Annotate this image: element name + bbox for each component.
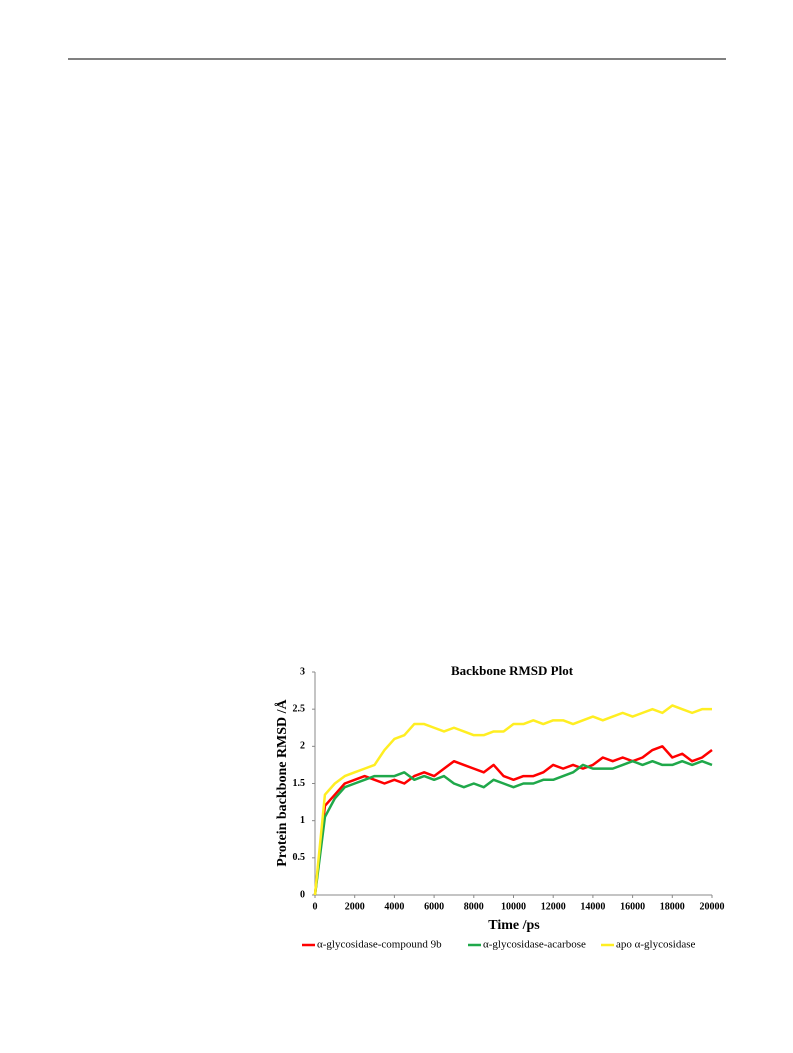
legend-label: α-glycosidase-acarbose xyxy=(483,939,586,951)
y-tick-label: 1.5 xyxy=(293,778,306,789)
x-tick-label: 6000 xyxy=(424,901,444,912)
x-tick-label: 10000 xyxy=(501,901,526,912)
y-tick-label: 3 xyxy=(300,666,305,677)
x-tick-label: 4000 xyxy=(384,901,404,912)
x-tick-label: 18000 xyxy=(660,901,685,912)
y-tick-label: 2.5 xyxy=(293,703,306,714)
y-tick-label: 0 xyxy=(300,889,305,900)
legend-label: apo α-glycosidase xyxy=(616,939,695,951)
legend-label: α-glycosidase-compound 9b xyxy=(317,939,442,951)
series-line xyxy=(313,704,712,896)
y-axis-label: Protein backbone RMSD /Å xyxy=(274,698,290,866)
x-tick-label: 0 xyxy=(313,901,318,912)
x-tick-label: 20000 xyxy=(700,901,725,912)
y-tick-label: 2 xyxy=(300,741,305,752)
series-line xyxy=(313,759,713,896)
chart-title: Backbone RMSD Plot xyxy=(451,663,574,678)
x-tick-label: 14000 xyxy=(580,901,605,912)
series-line xyxy=(313,745,713,896)
y-tick-label: 0.5 xyxy=(293,852,306,863)
x-tick-label: 8000 xyxy=(464,901,484,912)
y-tick-label: 1 xyxy=(300,815,305,826)
x-tick-label: 12000 xyxy=(541,901,566,912)
x-axis-label: Time /ps xyxy=(488,918,540,933)
x-tick-label: 2000 xyxy=(345,901,365,912)
x-tick-label: 16000 xyxy=(620,901,645,912)
